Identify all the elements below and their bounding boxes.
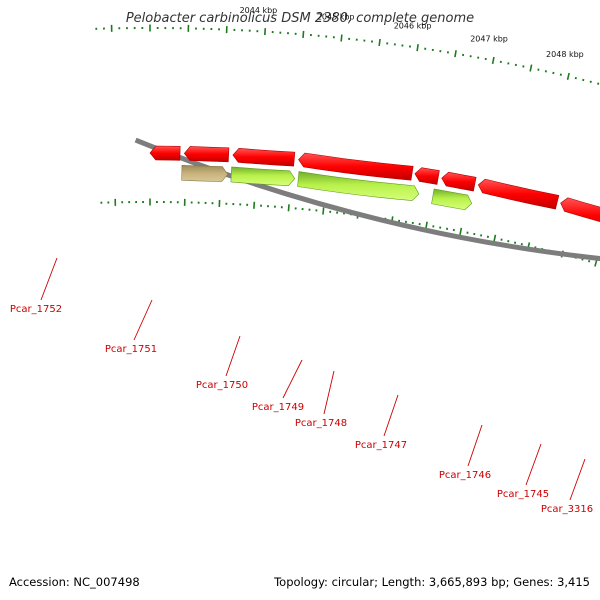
reverse-gene-arrow[interactable] (297, 171, 420, 201)
kbp-label: 2044 kbp (240, 6, 278, 15)
scale-tick (425, 221, 428, 229)
forward-gene-arrow[interactable] (441, 171, 477, 192)
gene-label[interactable]: Pcar_1750 (196, 380, 248, 391)
scale-tick (493, 234, 497, 242)
kbp-label: 2046 kbp (394, 22, 432, 31)
reverse-gene-arrow[interactable] (181, 164, 229, 182)
gene-leader-line (225, 335, 241, 377)
forward-gene-arrow[interactable] (477, 178, 560, 210)
scale-tick (566, 72, 570, 80)
gene-leader-line (282, 359, 303, 399)
scale-tick (588, 260, 591, 263)
gene-label[interactable]: Pcar_1745 (497, 489, 549, 500)
gene-label[interactable]: Pcar_1748 (295, 418, 347, 429)
gene-label[interactable]: Pcar_1747 (355, 440, 407, 451)
scale-tick (491, 56, 495, 65)
forward-gene-arrow[interactable] (183, 146, 230, 163)
outer-tick-track (95, 24, 600, 85)
forward-gene-arrow[interactable] (232, 148, 296, 167)
forward-gene-arrow[interactable] (560, 197, 600, 233)
reverse-gene-arrow[interactable] (230, 166, 296, 187)
gene-leader-line (383, 394, 399, 437)
scale-tick (529, 64, 533, 72)
kbp-label: 2047 kbp (470, 34, 508, 43)
gene-label[interactable]: Pcar_3316 (541, 504, 593, 515)
inner-tick-track (100, 198, 598, 267)
scale-tick (340, 34, 343, 42)
gene-leader-line (525, 443, 542, 486)
reverse-gene-arrow[interactable] (431, 188, 473, 211)
forward-gene-arrow[interactable] (298, 152, 414, 181)
map-title: Pelobacter carbinolicus DSM 2380, comple… (126, 11, 474, 26)
gene-leader-line (133, 299, 153, 341)
forward-gene-arrow[interactable] (149, 145, 181, 161)
gene-leader-line (569, 458, 586, 501)
scale-tick (322, 207, 325, 215)
gene-leader-line (467, 424, 483, 467)
gene-label[interactable]: Pcar_1752 (10, 304, 62, 315)
topology-text: Topology: circular; Length: 3,665,893 bp… (273, 575, 590, 589)
scale-tick (454, 50, 457, 58)
gene-label[interactable]: Pcar_1751 (105, 344, 157, 355)
scale-tick (416, 44, 419, 52)
scale-tick (378, 38, 381, 47)
gene-label[interactable]: Pcar_1746 (439, 470, 491, 481)
scale-tick (594, 259, 598, 267)
kbp-label: 2048 kbp (546, 50, 584, 59)
gene-label[interactable]: Pcar_1749 (252, 402, 304, 413)
scale-tick (302, 30, 305, 38)
scale-tick (287, 204, 290, 212)
accession-text: Accession: NC_007498 (9, 575, 140, 589)
gene-label-layer: Pcar_1752 Pcar_1751 Pcar_1750 Pcar_1749 Pcar… (10, 257, 593, 515)
gene-leader-line (40, 257, 58, 301)
reverse-strand-track (181, 164, 473, 211)
gene-leader-line (323, 370, 335, 415)
forward-strand-track (149, 145, 600, 233)
scale-tick (459, 227, 463, 235)
kbp-label: 2045 kbp (317, 12, 355, 21)
forward-gene-arrow[interactable] (414, 167, 440, 185)
